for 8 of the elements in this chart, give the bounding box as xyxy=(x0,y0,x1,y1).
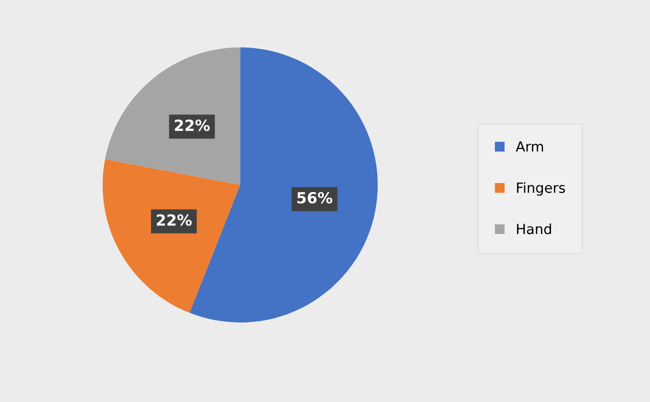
legend-label: Arm xyxy=(516,141,544,152)
data-label: 22% xyxy=(156,214,192,226)
legend-label: Hand xyxy=(517,223,552,234)
pie-slice xyxy=(102,159,240,313)
data-label: 22% xyxy=(174,120,210,132)
pie-slice xyxy=(105,47,240,185)
legend-label: Fingers xyxy=(517,182,565,196)
data-label: 56% xyxy=(297,192,332,204)
